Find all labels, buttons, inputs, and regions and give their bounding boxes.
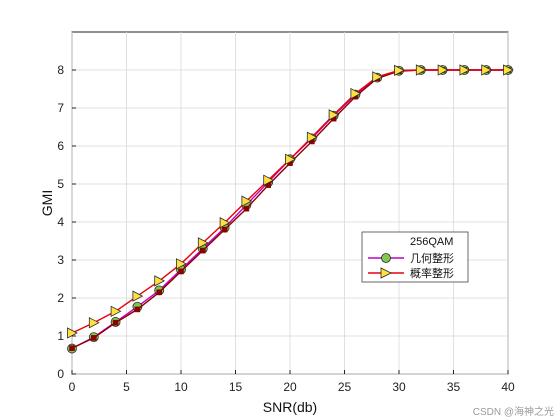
x-tick-label: 30 (392, 380, 406, 394)
data-point (459, 64, 471, 76)
ticks: 0 5 10 15 20 25 30 35 40 0 1 2 3 4 5 6 7 8 (57, 63, 515, 394)
data-point (243, 205, 250, 212)
data-point (437, 64, 449, 76)
data-point (481, 64, 493, 76)
data-point (134, 306, 141, 313)
data-point (88, 317, 100, 329)
data-point (69, 345, 75, 351)
data-point (350, 87, 362, 100)
y-tick-label: 6 (57, 139, 64, 153)
data-point (110, 305, 122, 317)
y-tick-label: 7 (57, 101, 64, 115)
legend-marker-geometric (381, 253, 391, 263)
y-tick-label: 1 (57, 329, 64, 343)
data-point (91, 335, 97, 341)
data-point (306, 131, 318, 143)
data-point (241, 195, 253, 207)
data-point (415, 64, 427, 76)
data-point (200, 247, 206, 254)
legend-title: 256QAM (410, 236, 453, 248)
data-point (328, 109, 340, 121)
data-point (394, 64, 405, 77)
y-tick-label: 0 (57, 367, 64, 381)
data-point (503, 64, 514, 76)
y-tick-label: 3 (57, 253, 64, 267)
legend: 256QAM 几何整形 概率整形 (361, 231, 469, 283)
series-2 (67, 64, 514, 339)
legend-marker-probabilistic (380, 267, 392, 279)
series-layer (67, 64, 514, 354)
x-tick-label: 15 (229, 380, 243, 394)
data-point (285, 153, 296, 165)
data-point (263, 174, 275, 186)
data-point (132, 290, 144, 302)
x-tick-label: 10 (174, 380, 188, 394)
data-point (67, 327, 78, 339)
data-point (112, 319, 119, 326)
data-point (219, 217, 231, 229)
legend-label-geometric: 几何整形 (410, 251, 454, 265)
data-point (178, 268, 184, 275)
legend-label-probabilistic: 概率整形 (410, 266, 454, 280)
data-point (176, 258, 187, 270)
y-tick-label: 4 (57, 215, 64, 229)
x-tick-label: 0 (69, 380, 76, 394)
data-point (154, 275, 166, 287)
y-tick-label: 2 (57, 291, 64, 305)
watermark: CSDN @海神之光 (472, 407, 554, 418)
data-point (156, 289, 162, 296)
data-point (197, 237, 209, 249)
x-axis-label: SNR(db) (263, 399, 317, 415)
data-point (221, 226, 228, 233)
x-tick-label: 20 (283, 380, 297, 394)
x-tick-label: 40 (501, 380, 515, 394)
x-tick-label: 25 (338, 380, 352, 394)
y-axis-label: GMI (39, 190, 55, 216)
x-tick-label: 5 (123, 380, 130, 394)
data-point (372, 71, 384, 83)
y-tick-label: 8 (57, 63, 64, 77)
x-tick-label: 35 (447, 380, 461, 394)
y-tick-label: 5 (57, 177, 64, 191)
